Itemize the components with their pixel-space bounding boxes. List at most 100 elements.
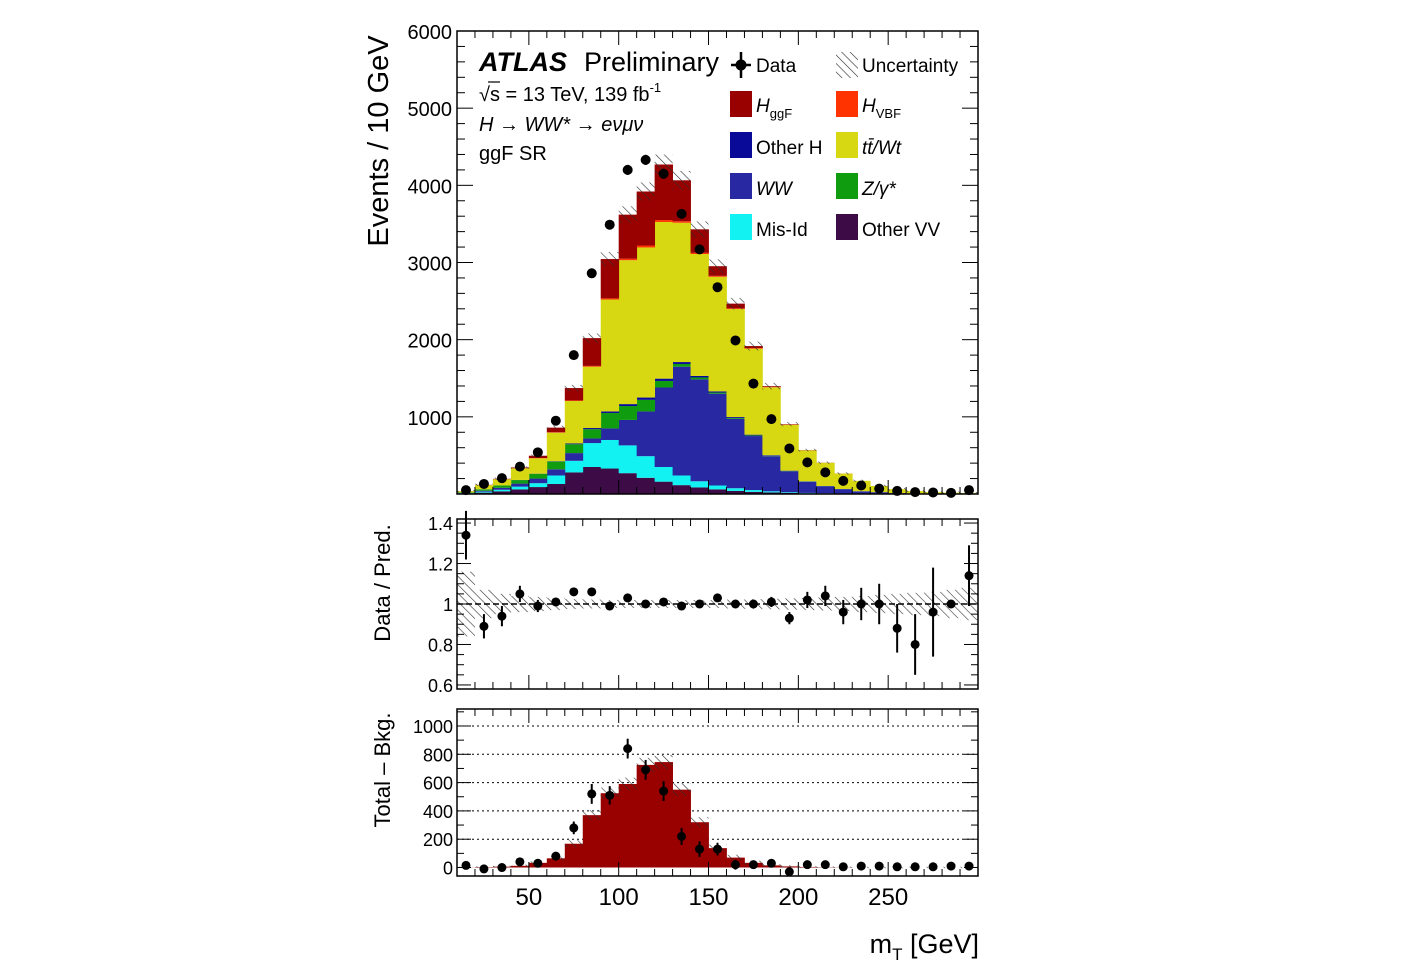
- signal-bar: [618, 784, 638, 868]
- legend-label-misid: Mis-Id: [756, 220, 808, 241]
- stacked-bars: [457, 164, 979, 494]
- bar: [798, 481, 817, 493]
- bar: [564, 453, 584, 461]
- data-point: [928, 487, 939, 498]
- bar: [654, 481, 673, 494]
- bar: [636, 477, 656, 494]
- ratio-point: [838, 607, 848, 617]
- uncertainty-hatch: [744, 341, 763, 351]
- uncertainty-hatch: [636, 182, 655, 201]
- bar: [780, 492, 799, 493]
- bar: [564, 444, 584, 454]
- bar: [690, 377, 709, 380]
- bar: [744, 436, 763, 491]
- legend-item-hvbf: HVBF: [836, 91, 901, 121]
- bar: [492, 491, 512, 494]
- data-point: [874, 483, 885, 494]
- bar: [600, 428, 620, 440]
- uncertainty-hatch: [834, 472, 853, 475]
- y-tick-label: 1.4: [428, 514, 453, 534]
- bar: [672, 366, 691, 476]
- signal-point: [748, 860, 758, 870]
- bar: [672, 221, 691, 223]
- signal-point: [551, 851, 561, 861]
- data-point: [478, 478, 489, 489]
- bar: [708, 276, 727, 392]
- ratio-point: [461, 530, 471, 540]
- data-point: [946, 487, 957, 498]
- signal-panel: 0 200 400 600 800 1000 50 100 150 200 250 Total –…: [370, 708, 979, 911]
- y-tick-label: 0.6: [428, 676, 453, 696]
- legend-item-other-vv: Other VV: [836, 214, 940, 241]
- signal-point: [838, 862, 848, 872]
- data-point: [964, 485, 975, 496]
- legend-swatch: [836, 91, 858, 117]
- legend-label-hvbf: HVBF: [862, 96, 901, 121]
- uncertainty-hatch: [690, 221, 709, 238]
- ratio-x-ticks: [474, 519, 961, 689]
- bar: [474, 491, 494, 493]
- signal-hatch: [654, 754, 673, 770]
- signal-point: [641, 765, 651, 775]
- data-point: [802, 457, 813, 468]
- main-x-ticks: [474, 31, 961, 494]
- bar: [618, 404, 638, 407]
- signal-bar: [654, 762, 673, 868]
- y-tick-label: 0: [443, 859, 453, 879]
- ratio-point: [515, 589, 525, 599]
- bar: [708, 393, 727, 486]
- bar: [618, 214, 638, 259]
- bar: [672, 362, 691, 364]
- bar: [654, 164, 673, 221]
- ratio-point: [479, 621, 489, 631]
- uncertainty-hatch: [564, 384, 583, 392]
- uncertainty-hatch: [726, 297, 745, 310]
- region-label: ggF SR: [479, 143, 547, 165]
- bar: [618, 473, 638, 494]
- bar: [600, 298, 620, 300]
- data-point: [784, 443, 795, 454]
- data-point: [460, 485, 471, 496]
- legend-label-data: Data: [756, 56, 797, 77]
- signal-bar: [600, 793, 620, 868]
- bar: [546, 427, 566, 433]
- bar: [690, 487, 709, 494]
- uncertainty-hatch: [546, 425, 565, 430]
- signal-hatch: [780, 865, 799, 868]
- data-point: [532, 447, 543, 458]
- x-tick-label: 200: [778, 884, 818, 911]
- uncertainty-hatch: [654, 154, 673, 175]
- x-tick-label: 100: [599, 884, 639, 911]
- bar: [528, 487, 548, 494]
- legend-item-hggf: HggF: [730, 91, 792, 121]
- bar: [636, 456, 656, 478]
- y-tick-label: 0.8: [428, 635, 453, 655]
- bar: [564, 472, 584, 494]
- bar: [510, 489, 530, 494]
- signal-hatch: [672, 783, 691, 797]
- y-tick-label: 1.2: [428, 555, 453, 575]
- bar: [690, 254, 709, 376]
- bar: [726, 490, 745, 494]
- bar: [528, 458, 548, 474]
- bar: [672, 180, 691, 222]
- ratio-point: [695, 599, 705, 609]
- bar: [726, 309, 745, 418]
- data-point: [676, 208, 687, 219]
- signal-point: [695, 844, 705, 854]
- ratio-point: [551, 597, 561, 607]
- ratio-point: [605, 601, 615, 611]
- legend-label-other-vv: Other VV: [862, 220, 940, 241]
- ratio-point: [659, 597, 669, 607]
- bar: [474, 489, 494, 491]
- uncertainty-hatch: [780, 422, 799, 427]
- bar: [636, 191, 656, 246]
- ratio-point: [946, 599, 956, 609]
- bar: [510, 468, 530, 480]
- legend-swatch: [730, 214, 752, 240]
- legend-label-other-h: Other H: [756, 138, 823, 159]
- signal-point: [910, 862, 920, 872]
- ratio-hatch: [492, 593, 511, 615]
- legend-label-uncertainty: Uncertainty: [862, 56, 959, 77]
- bar: [690, 379, 709, 482]
